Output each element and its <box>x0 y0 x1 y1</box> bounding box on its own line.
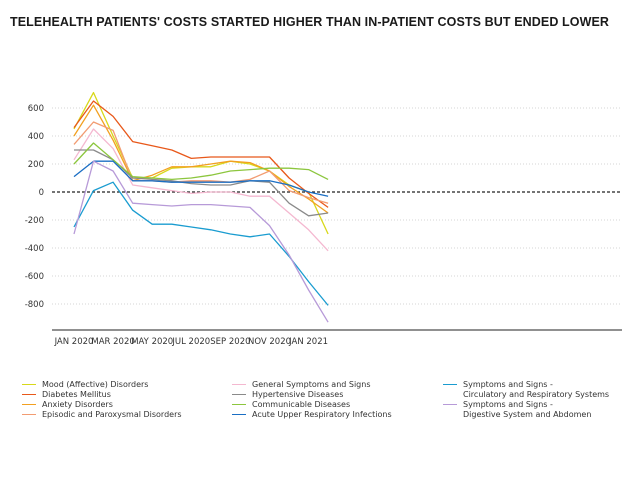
legend-item: Acute Upper Respiratory Infections <box>232 410 432 420</box>
y-tick-label: -200 <box>25 216 44 226</box>
y-tick-label: -800 <box>25 300 44 310</box>
legend-swatch <box>443 384 457 385</box>
legend-swatch <box>22 384 36 385</box>
legend-item: Episodic and Paroxysmal Disorders <box>22 410 222 420</box>
legend-label: Communicable Diseases <box>252 400 351 409</box>
legend-item: General Symptoms and Signs <box>232 380 432 390</box>
legend-label: Symptoms and Signs - <box>463 400 553 409</box>
y-tick-label: 0 <box>39 188 44 198</box>
x-tick-label: JUL 2020 <box>171 337 210 347</box>
legend-label-continued: Digestive System and Abdomen <box>463 410 592 419</box>
legend-item: Mood (Affective) Disorders <box>22 380 222 390</box>
legend-label-continued: Circulatory and Respiratory Systems <box>463 390 610 399</box>
legend-label: Hypertensive Diseases <box>252 390 344 399</box>
x-tick-label: JAN 2021 <box>288 337 328 347</box>
y-tick-label: -400 <box>25 244 44 254</box>
y-tick-label: -600 <box>25 272 44 282</box>
legend-label: Anxiety Disorders <box>42 400 113 409</box>
legend-swatch <box>232 394 246 395</box>
legend-label: Mood (Affective) Disorders <box>42 380 149 389</box>
legend-item: Symptoms and Signs - Circulatory and Resp… <box>443 380 643 400</box>
x-tick-label: MAY 2020 <box>131 337 173 347</box>
series-lines <box>73 91 329 323</box>
x-tick-label: MAR 2020 <box>91 337 134 347</box>
legend-label: General Symptoms and Signs <box>252 380 371 389</box>
series-line-communicable-diseases <box>73 142 329 181</box>
series-line-diabetes-mellitus <box>73 100 329 208</box>
series-line-symptoms-and-signs-digestive-system-and-abdomen <box>73 160 329 323</box>
legend-item: Hypertensive Diseases <box>232 390 432 400</box>
gridlines <box>52 107 622 331</box>
legend-swatch <box>232 414 246 415</box>
y-tick-label: 200 <box>28 160 44 170</box>
chart-title: TELEHEALTH PATIENTS' COSTS STARTED HIGHE… <box>10 15 610 29</box>
legend-swatch <box>443 404 457 405</box>
legend-swatch <box>22 394 36 395</box>
legend-swatch <box>232 404 246 405</box>
legend-label: Symptoms and Signs - <box>463 380 553 389</box>
legend-item: Communicable Diseases <box>232 400 432 410</box>
legend-item: Diabetes Mellitus <box>22 390 222 400</box>
x-tick-label: JAN 2020 <box>54 337 94 347</box>
legend-swatch <box>22 414 36 415</box>
x-tick-label: NOV 2020 <box>248 337 291 347</box>
series-line-general-symptoms-and-signs <box>73 128 329 252</box>
series-line-acute-upper-respiratory-infections <box>73 160 329 197</box>
legend-label: Episodic and Paroxysmal Disorders <box>42 410 182 419</box>
legend-swatch <box>232 384 246 385</box>
series-line-mood-affective-disorders <box>73 91 329 235</box>
legend-label: Acute Upper Respiratory Infections <box>252 410 392 419</box>
legend-label: Diabetes Mellitus <box>42 390 111 399</box>
legend-item: Symptoms and Signs - Digestive System and… <box>443 400 643 420</box>
y-tick-label: 400 <box>28 132 44 142</box>
legend-item: Anxiety Disorders <box>22 400 222 410</box>
y-axis-ticks: 600 400 200 0 -200 -400 -600 -800 <box>25 104 44 310</box>
y-tick-label: 600 <box>28 104 44 114</box>
legend-swatch <box>22 404 36 405</box>
x-tick-label: SEP 2020 <box>210 337 250 347</box>
series-line-symptoms-and-signs-circulatory-and-respiratory-systems <box>73 181 329 306</box>
series-line-episodic-and-paroxysmal-disorders <box>73 121 329 204</box>
